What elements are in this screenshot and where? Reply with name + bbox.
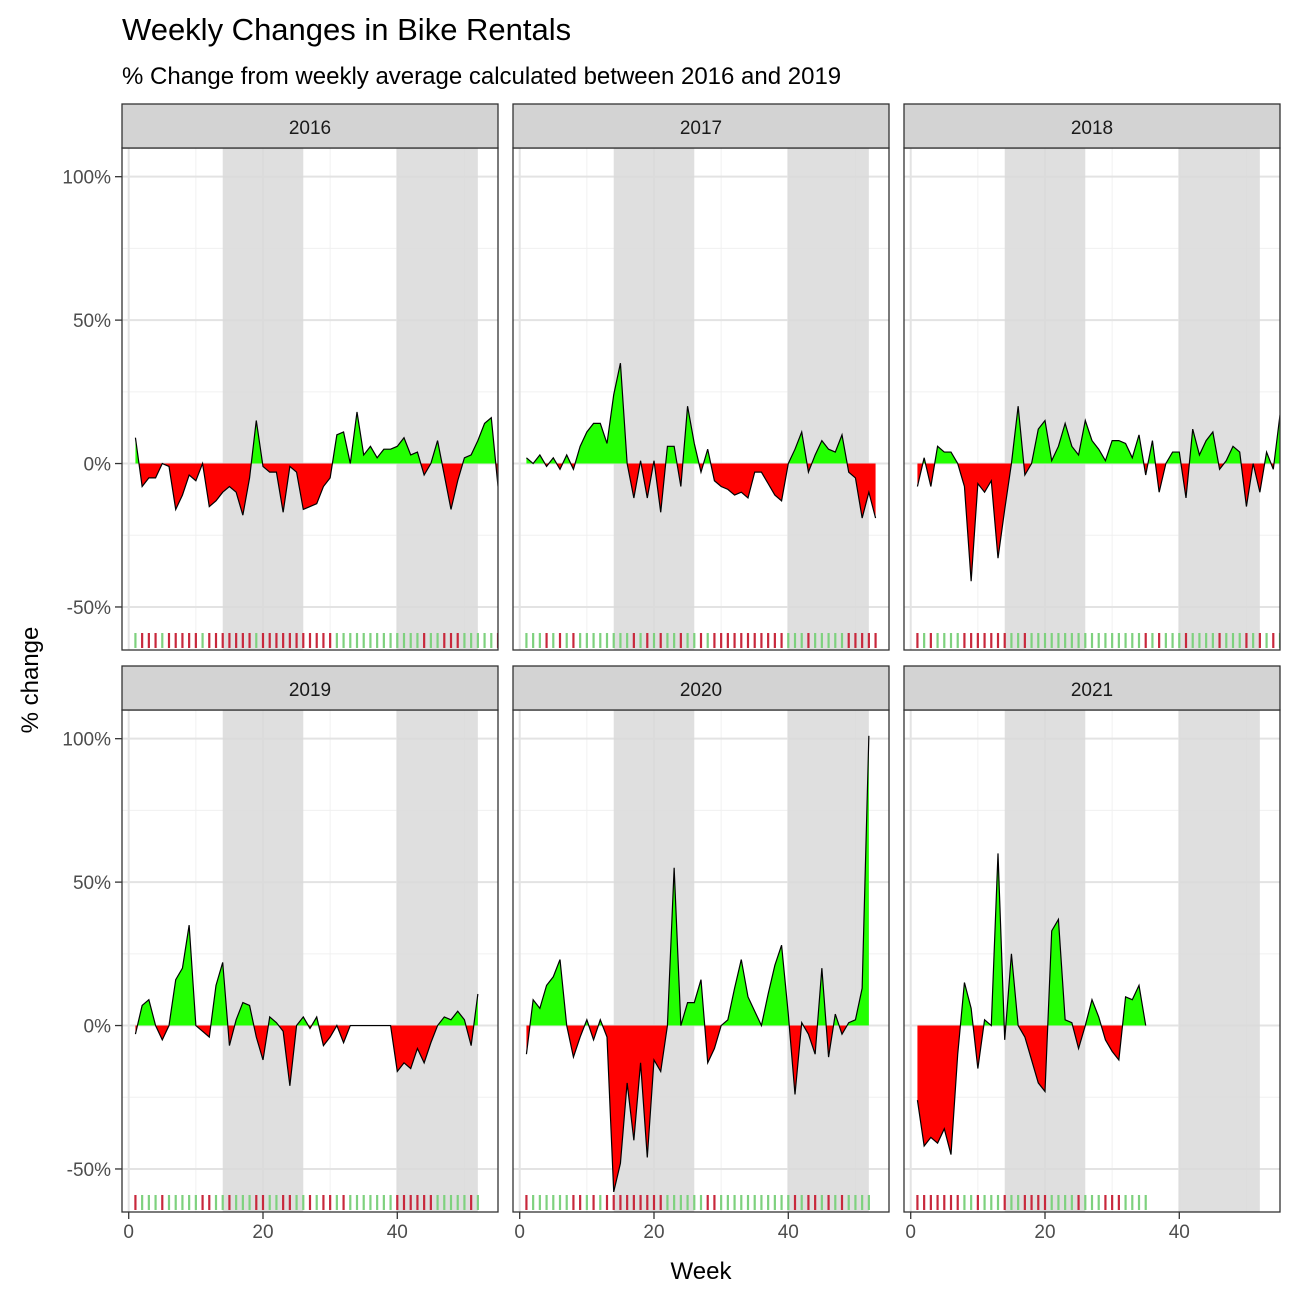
facet-label: 2018: [1071, 118, 1113, 139]
series-line: [916, 853, 1147, 1155]
shaded-week-range: [788, 710, 869, 1212]
x-tick-label: 0: [514, 1222, 525, 1243]
shaded-week-range: [788, 148, 869, 650]
series-line: [525, 735, 870, 1193]
shaded-week-range: [1179, 148, 1260, 650]
area-positive: [135, 411, 496, 464]
area-negative: [917, 463, 1280, 582]
facet-strip: [121, 665, 499, 711]
area-positive: [135, 925, 478, 1026]
rug-marks: [134, 633, 498, 648]
x-tick-label: 40: [387, 1222, 408, 1243]
chart-subtitle: % Change from weekly average calculated …: [122, 63, 841, 90]
rug-marks: [525, 633, 877, 648]
rug-marks: [916, 1195, 1147, 1210]
x-axes: 0 20 40 0 20 40 0 20 40: [123, 1212, 1190, 1243]
panel-2020: 2020: [512, 665, 890, 1213]
series-line: [134, 411, 498, 516]
facet-label: 2021: [1071, 680, 1113, 701]
facet-strip: [903, 103, 1281, 149]
x-tick-label: 20: [643, 1222, 664, 1243]
shaded-week-range: [613, 710, 695, 1212]
panel-2017: 2017: [512, 103, 890, 651]
x-tick-label: 20: [1034, 1222, 1055, 1243]
facet-strip: [512, 665, 890, 711]
y-tick-label: -50%: [67, 1160, 111, 1181]
y-axes: -50% 0% 50% 100% -50% 0% 50% 100%: [62, 168, 122, 1181]
rug-marks: [134, 1195, 479, 1210]
area-negative: [135, 463, 498, 516]
area-positive: [526, 363, 848, 464]
series-line: [916, 406, 1280, 582]
shaded-week-range: [1004, 148, 1086, 650]
y-tick-label: 50%: [73, 311, 111, 332]
facet-label: 2017: [680, 118, 722, 139]
facet-strip: [512, 103, 890, 149]
shaded-week-range: [222, 710, 304, 1212]
x-tick-label: 0: [905, 1222, 916, 1243]
x-tick-label: 40: [778, 1222, 799, 1243]
facet-strip: [121, 103, 499, 149]
shaded-week-range: [397, 148, 478, 650]
shaded-week-range: [1004, 710, 1086, 1212]
area-positive: [526, 735, 869, 1026]
panel-2019: 2019: [121, 665, 499, 1213]
rug-marks: [525, 1195, 870, 1210]
y-tick-label: 100%: [62, 168, 111, 189]
series-line: [134, 925, 479, 1086]
facet-strip: [903, 665, 1281, 711]
shaded-week-range: [613, 148, 695, 650]
x-tick-label: 40: [1169, 1222, 1190, 1243]
shaded-week-range: [397, 710, 478, 1212]
y-axis-title: % change: [17, 627, 44, 734]
x-tick-label: 20: [252, 1222, 273, 1243]
panels: 2016 2017 2018 2019 2020 2021: [121, 103, 1281, 1213]
area-negative: [526, 1025, 848, 1192]
facet-label: 2016: [289, 118, 331, 139]
y-tick-label: 0%: [84, 1017, 112, 1038]
x-axis-title: Week: [671, 1258, 733, 1285]
shaded-week-range: [222, 148, 304, 650]
x-tick-label: 0: [123, 1222, 134, 1243]
y-tick-label: 100%: [62, 730, 111, 751]
y-tick-label: 0%: [84, 455, 112, 476]
y-tick-label: -50%: [67, 598, 111, 619]
chart-title: Weekly Changes in Bike Rentals: [122, 12, 571, 47]
facet-label: 2019: [289, 680, 331, 701]
area-negative: [135, 1025, 474, 1086]
shaded-week-range: [1179, 710, 1260, 1212]
series-line: [526, 363, 877, 519]
facet-label: 2020: [680, 680, 722, 701]
panel-2018: 2018: [903, 103, 1281, 651]
panel-2021: 2021: [903, 665, 1281, 1213]
panel-2016: 2016: [121, 103, 499, 651]
rug-marks: [916, 633, 1280, 648]
y-tick-label: 50%: [73, 873, 111, 894]
